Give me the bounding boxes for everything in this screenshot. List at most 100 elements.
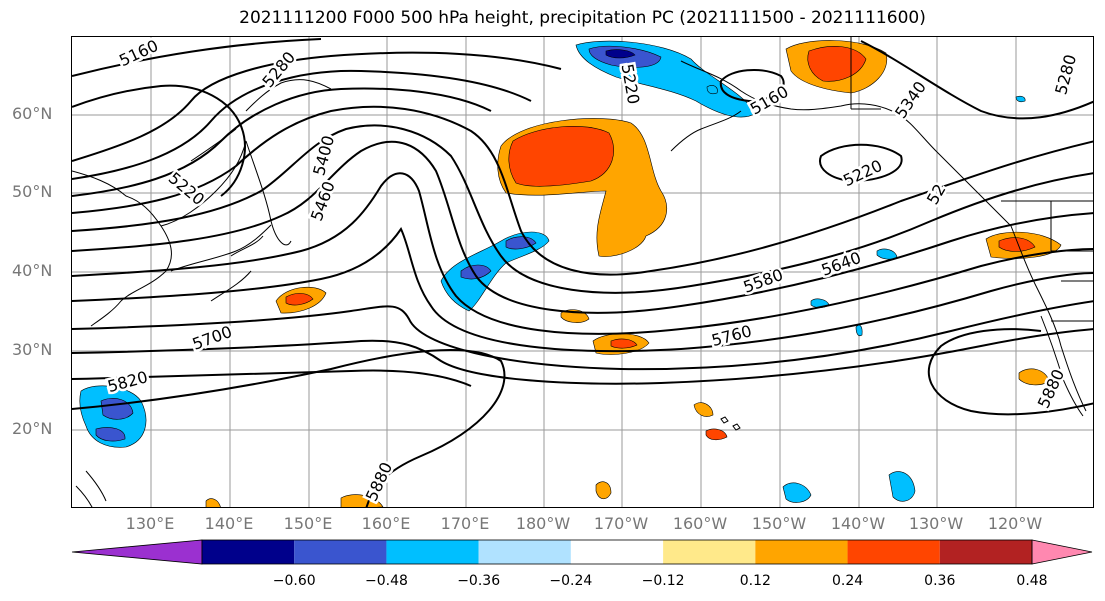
colorbar-tick-label: −0.12: [641, 573, 685, 589]
colorbar-segment: [847, 540, 940, 564]
contour-label: 5220: [165, 168, 208, 209]
colorbar-extend-low: [71, 539, 203, 565]
precip-positive-area: [705, 428, 728, 441]
colorbar-segment: [478, 540, 571, 564]
contour-line: [719, 69, 785, 103]
precip-positive-area: [205, 498, 221, 507]
map-panel: 5160 5160 5280 5280 5220 5220 5400 5400 5460 5460…: [71, 36, 1094, 508]
canada-border: [850, 37, 881, 110]
map-title: 2021111200 F000 500 hPa height, precipit…: [239, 8, 926, 28]
colorbar-segment: [386, 540, 479, 564]
latitude-label: 20°N: [12, 419, 53, 438]
colorbar-tick-label: 0.24: [831, 573, 864, 589]
colorbar-tick-label: −0.48: [364, 573, 408, 589]
philippines-coastline: [75, 470, 107, 507]
longitude-label: 140°E: [204, 514, 254, 533]
contour-line: [72, 87, 492, 197]
contour-line: [72, 172, 1093, 335]
colorbar-segment: [202, 540, 295, 564]
colorbar-segment: [755, 540, 848, 564]
precip-negative-area: [888, 471, 916, 502]
contour-label: 5280: [1051, 52, 1080, 96]
alaska-coastline: [680, 60, 1012, 227]
contour-line: [72, 140, 1093, 314]
contour-line: [72, 349, 506, 507]
precip-negative-area: [782, 482, 812, 503]
contour-line: [72, 124, 1093, 294]
precip-negative-area: [855, 324, 863, 337]
longitude-label: 160°W: [672, 514, 728, 533]
height-contours: [72, 38, 1093, 507]
longitude-label: 150°E: [283, 514, 333, 533]
hawaii-islands: [720, 416, 741, 431]
colorbar-extend-high: [1031, 539, 1093, 565]
colorbar-tick-label: −0.24: [549, 573, 593, 589]
precipitation-shading: [79, 40, 1062, 507]
latitude-label: 40°N: [12, 261, 53, 280]
colorbar-segment: [939, 540, 1032, 564]
colorbar-segment: [663, 540, 756, 564]
latitude-label: 60°N: [12, 104, 53, 123]
contour-line: [72, 328, 1093, 385]
contour-line: [72, 69, 532, 180]
contour-label: 5880: [362, 459, 396, 504]
asia-coastline: [72, 140, 292, 327]
contour-label: 5160: [747, 82, 792, 119]
longitude-label: 180°W: [515, 514, 571, 533]
contour-label: 5220: [840, 156, 885, 190]
precip-positive-area: [693, 402, 714, 417]
longitude-label: 170°E: [440, 514, 490, 533]
precip-negative-area: [440, 231, 550, 312]
precip-negative-area: [876, 248, 898, 260]
contour-line: [860, 40, 1093, 120]
colorbar-tick-label: 0.48: [1016, 573, 1048, 589]
precip-positive-area: [595, 481, 612, 500]
latitude-label: 50°N: [12, 182, 53, 201]
precip-positive-area: [285, 293, 314, 306]
colorbar-tick-label: 0.36: [924, 573, 956, 589]
colorbar: [71, 539, 1093, 565]
colorbar-frame: [201, 539, 1033, 565]
longitude-label: 160°E: [361, 514, 411, 533]
colorbar-segment: [570, 540, 664, 564]
longitude-label: 140°W: [830, 514, 886, 533]
colorbar-segments: [71, 539, 1093, 565]
japan-coastline: [210, 235, 264, 302]
aleutians-coastline: [670, 110, 742, 152]
precip-negative-area: [706, 85, 718, 95]
longitude-label: 120°W: [987, 514, 1043, 533]
longitude-label: 170°W: [593, 514, 649, 533]
precip-positive-area: [998, 237, 1036, 252]
contour-line: [72, 226, 1093, 353]
latitude-label: 30°N: [12, 340, 53, 359]
us-canada-border: [1001, 200, 1093, 322]
contour-line: [72, 369, 472, 387]
longitude-label: 130°W: [908, 514, 964, 533]
precip-positive-area: [1018, 368, 1050, 386]
contour-label: 5160: [116, 37, 161, 70]
colorbar-tick-label: −0.60: [272, 573, 316, 589]
contour-label: 5460: [307, 179, 339, 224]
contour-line: [72, 300, 1093, 371]
contour-line: [72, 51, 562, 162]
contour-line: [72, 38, 322, 77]
precip-positive-area: [508, 126, 614, 187]
longitude-label: 150°W: [751, 514, 807, 533]
contour-line: [72, 84, 246, 197]
colorbar-tick-label: 0.12: [739, 573, 771, 589]
colorbar-tick-label: −0.36: [457, 573, 501, 589]
precip-negative-area: [460, 264, 492, 280]
precip-negative-area: [505, 236, 537, 250]
contour-line: [819, 143, 903, 183]
precip-negative-area: [95, 427, 126, 442]
precip-positive-area: [610, 338, 638, 349]
precip-negative-area: [605, 49, 636, 59]
precip-negative-area: [1015, 95, 1026, 103]
baja-coastline: [1040, 315, 1084, 417]
contour-line: [927, 328, 1093, 416]
contour-label: 5640: [819, 248, 864, 280]
longitude-label: 130°E: [125, 514, 175, 533]
contour-label: 5400: [309, 133, 338, 177]
